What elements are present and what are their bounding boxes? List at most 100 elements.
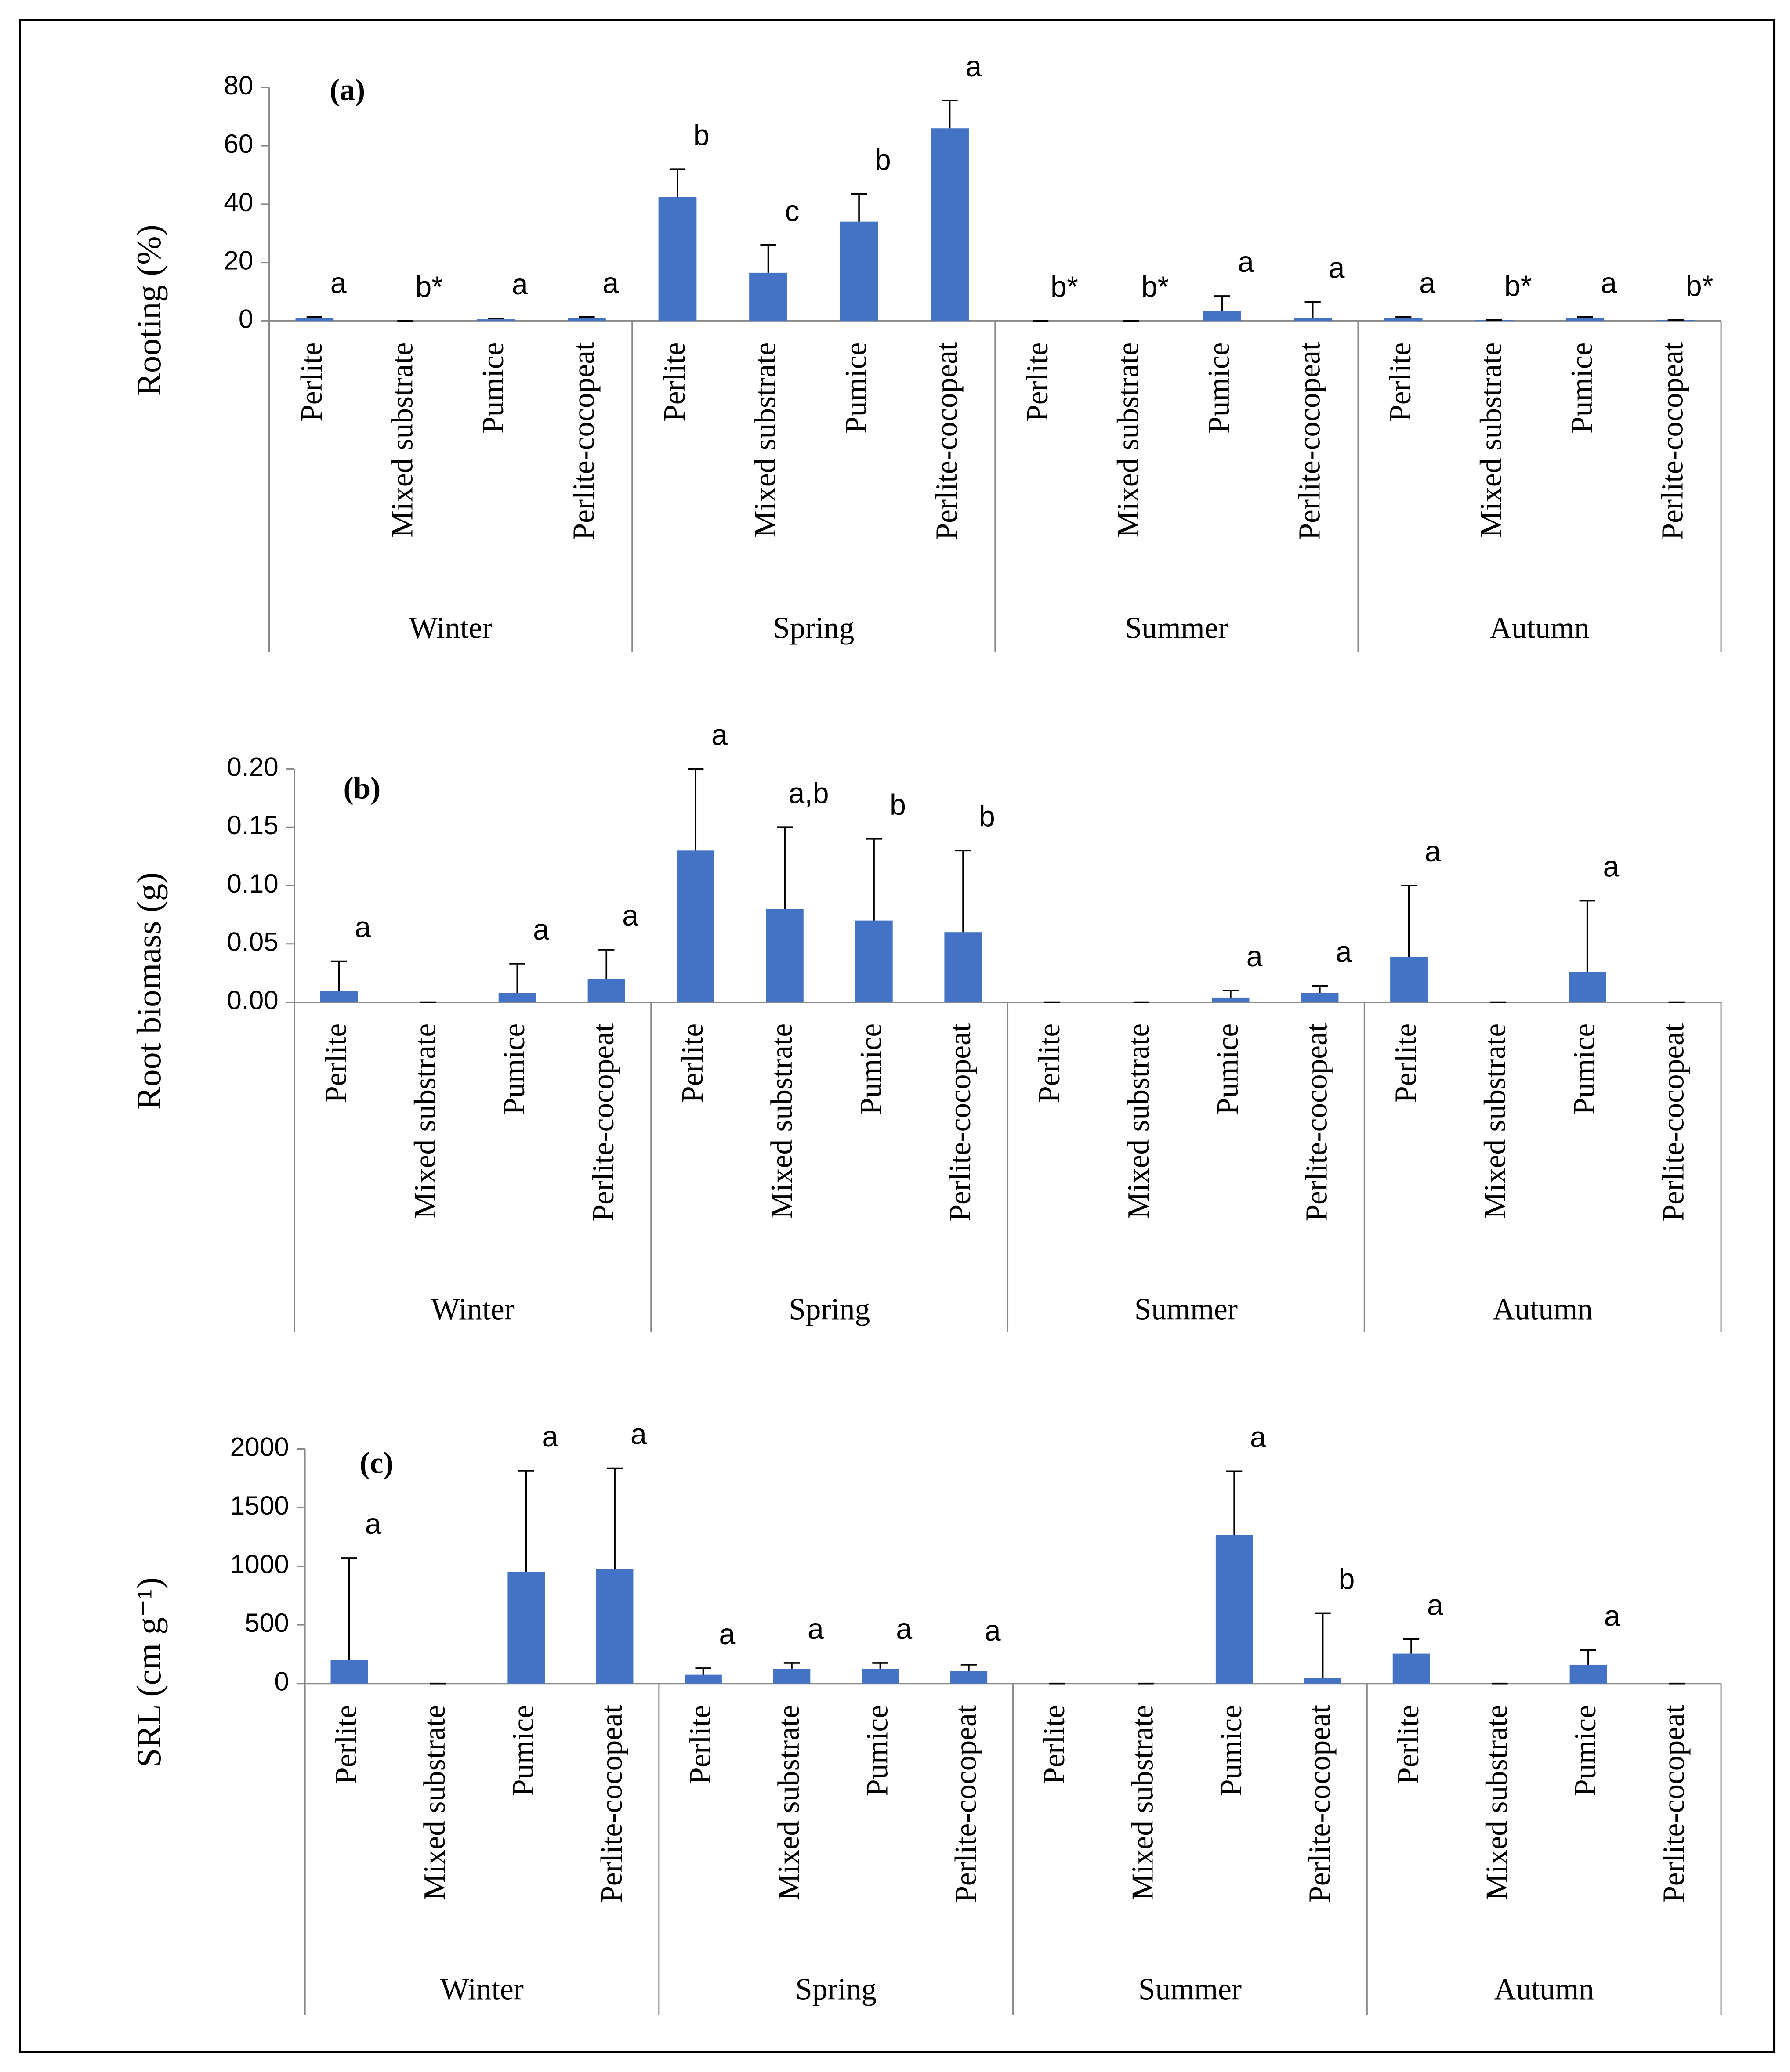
x-tick-label: Pumice bbox=[497, 1023, 531, 1115]
group-label: Winter bbox=[440, 1973, 524, 2007]
x-tick-label: Mixed substrate bbox=[748, 342, 782, 538]
x-tick-label: Mixed substrate bbox=[1126, 1705, 1160, 1900]
x-tick-label: Mixed substrate bbox=[772, 1705, 806, 1900]
significance-letter: a bbox=[808, 1613, 824, 1645]
significance-letter: b* bbox=[1504, 270, 1532, 303]
significance-letter: a bbox=[330, 267, 347, 300]
significance-letter: a bbox=[1336, 936, 1352, 968]
y-tick-label: 20 bbox=[224, 246, 253, 275]
group-label: Winter bbox=[431, 1293, 515, 1327]
x-tick-label: Perlite-cocopeat bbox=[943, 1023, 977, 1222]
bar bbox=[1384, 318, 1423, 321]
x-tick-label: Perlite bbox=[1033, 1023, 1066, 1103]
y-tick-label: 0 bbox=[274, 1667, 289, 1696]
x-tick-label: Perlite-cocopeat bbox=[930, 342, 964, 540]
bar bbox=[658, 197, 697, 321]
significance-letter: a bbox=[365, 1508, 381, 1540]
bar bbox=[568, 318, 606, 321]
significance-letter: a bbox=[355, 911, 371, 944]
y-tick-label: 0.20 bbox=[227, 752, 278, 781]
bar bbox=[677, 850, 714, 1002]
y-axis-label: Rooting (%) bbox=[130, 224, 168, 396]
significance-letter: b bbox=[890, 789, 906, 821]
x-tick-label: Mixed substrate bbox=[765, 1023, 799, 1219]
panel-label: (c) bbox=[360, 1446, 394, 1480]
y-tick-label: 1500 bbox=[230, 1490, 289, 1520]
bar bbox=[1569, 972, 1606, 1002]
x-tick-label: Mixed substrate bbox=[408, 1023, 442, 1219]
group-label: Winter bbox=[409, 611, 493, 645]
x-tick-label: Perlite-cocopeat bbox=[595, 1705, 629, 1903]
bar bbox=[498, 993, 536, 1002]
significance-letter: b bbox=[693, 119, 710, 152]
x-tick-label: Perlite-cocopeat bbox=[1657, 1705, 1691, 1903]
x-tick-label: Perlite bbox=[658, 342, 692, 422]
x-tick-label: Pumice bbox=[854, 1023, 888, 1115]
y-tick-label: 40 bbox=[224, 187, 253, 217]
bar bbox=[1212, 997, 1250, 1002]
bar bbox=[840, 221, 878, 321]
x-tick-label: Pumice bbox=[476, 342, 510, 434]
significance-letter: a bbox=[602, 267, 619, 300]
significance-letter: a bbox=[1425, 835, 1441, 868]
significance-letter: b* bbox=[1141, 271, 1169, 304]
x-tick-label: Pumice bbox=[839, 342, 873, 434]
bar bbox=[1294, 318, 1332, 321]
bar bbox=[685, 1674, 722, 1684]
bar bbox=[1304, 1678, 1341, 1684]
bar bbox=[507, 1572, 545, 1684]
bar bbox=[320, 990, 358, 1002]
significance-letter: a bbox=[1601, 267, 1617, 300]
x-tick-label: Pumice bbox=[1569, 1705, 1602, 1796]
significance-letter: b* bbox=[1051, 271, 1078, 304]
x-tick-label: Mixed substrate bbox=[418, 1705, 452, 1900]
bar bbox=[295, 318, 334, 321]
x-tick-label: Perlite bbox=[1037, 1705, 1071, 1784]
significance-letter: a bbox=[1604, 1600, 1620, 1633]
x-tick-label: Perlite-cocopeat bbox=[1293, 342, 1327, 540]
x-tick-label: Perlite-cocopeat bbox=[1657, 1023, 1691, 1222]
bar bbox=[587, 979, 625, 1002]
x-tick-label: Pumice bbox=[1568, 1023, 1602, 1115]
bar bbox=[749, 272, 787, 321]
x-tick-label: Perlite bbox=[319, 1023, 353, 1103]
bar bbox=[477, 319, 515, 321]
x-tick-label: Perlite-cocopeat bbox=[949, 1705, 983, 1903]
y-tick-label: 0 bbox=[239, 304, 254, 333]
x-tick-label: Perlite bbox=[1391, 1705, 1425, 1784]
group-label: Spring bbox=[773, 611, 854, 645]
y-tick-label: 0.15 bbox=[227, 810, 278, 840]
x-tick-label: Mixed substrate bbox=[385, 342, 419, 538]
y-axis-label: SRL (cm g⁻¹) bbox=[130, 1577, 168, 1767]
group-label: Autumn bbox=[1494, 1973, 1594, 2007]
group-label: Summer bbox=[1125, 611, 1228, 645]
significance-letter: a bbox=[512, 268, 528, 301]
significance-letter: b* bbox=[1686, 270, 1714, 303]
group-label: Summer bbox=[1134, 1293, 1238, 1327]
significance-letter: a bbox=[622, 900, 638, 932]
bar bbox=[1301, 993, 1339, 1002]
y-tick-label: 80 bbox=[224, 70, 253, 100]
bar bbox=[950, 1671, 988, 1684]
x-tick-label: Perlite bbox=[1389, 1023, 1423, 1103]
bar bbox=[773, 1669, 811, 1684]
group-label: Autumn bbox=[1489, 611, 1589, 645]
significance-letter: a bbox=[1427, 1589, 1443, 1621]
x-tick-label: Perlite-cocopeat bbox=[1656, 342, 1690, 540]
x-tick-label: Pumice bbox=[1211, 1023, 1245, 1115]
x-tick-label: Pumice bbox=[1202, 342, 1236, 434]
significance-letter: a,b bbox=[788, 777, 829, 810]
x-tick-label: Perlite-cocopeat bbox=[1303, 1705, 1337, 1903]
x-tick-label: Perlite-cocopeat bbox=[1300, 1023, 1334, 1222]
x-tick-label: Perlite bbox=[1021, 342, 1054, 422]
bar bbox=[596, 1569, 634, 1684]
bar bbox=[931, 128, 969, 321]
bar bbox=[855, 920, 893, 1002]
significance-letter: b bbox=[875, 144, 891, 177]
significance-letter: a bbox=[533, 914, 549, 946]
panel-label: (a) bbox=[330, 73, 365, 107]
x-tick-label: Pumice bbox=[860, 1705, 894, 1796]
significance-letter: a bbox=[1419, 267, 1435, 300]
x-tick-label: Perlite bbox=[1384, 342, 1417, 422]
